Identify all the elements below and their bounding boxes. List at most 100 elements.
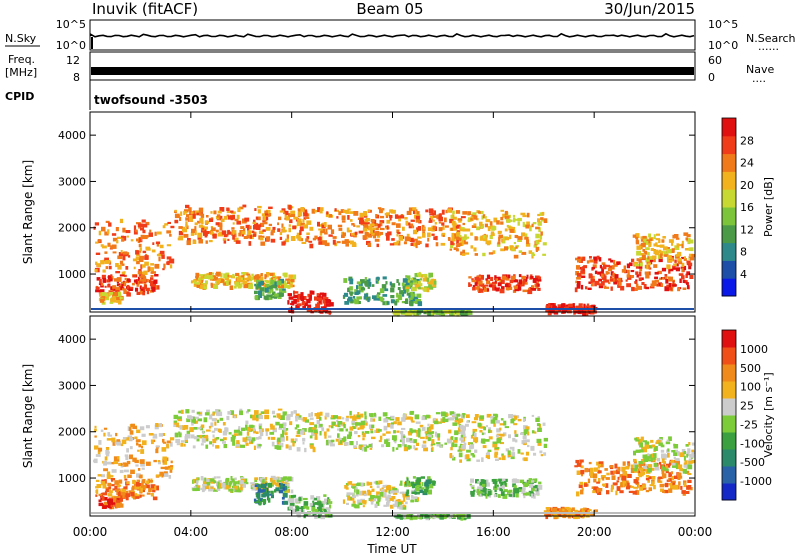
- range-cell: [169, 264, 173, 269]
- range-cell: [164, 466, 169, 470]
- range-cell: [498, 234, 503, 239]
- range-cell: [257, 488, 261, 493]
- range-cell: [590, 275, 595, 280]
- range-cell: [391, 209, 396, 214]
- range-cell: [101, 479, 105, 483]
- range-cell: [610, 286, 613, 291]
- range-cell: [406, 494, 410, 500]
- range-cell: [504, 236, 509, 241]
- range-cell: [591, 266, 596, 270]
- range-cell: [111, 437, 116, 443]
- range-cell: [455, 245, 461, 248]
- range-cell: [605, 264, 610, 268]
- range-cell: [326, 442, 329, 446]
- range-cell: [362, 432, 366, 438]
- range-cell: [637, 285, 642, 290]
- range-cell: [193, 280, 196, 285]
- range-cell: [358, 444, 364, 449]
- range-cell: [689, 275, 694, 279]
- range-cell: [103, 295, 108, 299]
- colorbar-swatch: [722, 381, 736, 399]
- range-cell: [236, 280, 242, 283]
- range-cell: [125, 266, 129, 270]
- range-cell: [471, 486, 475, 490]
- range-cell: [404, 309, 408, 313]
- range-cell: [265, 227, 271, 231]
- range-cell: [302, 509, 305, 514]
- colorbar-swatch: [722, 118, 736, 137]
- range-cell: [260, 489, 264, 493]
- range-cell: [523, 457, 528, 462]
- range-cell: [182, 228, 187, 233]
- range-cell: [383, 425, 388, 431]
- range-cell: [512, 437, 516, 442]
- range-cell: [682, 279, 686, 283]
- range-cell: [568, 306, 574, 309]
- range-cell: [523, 493, 526, 499]
- range-cell: [364, 446, 367, 452]
- range-cell: [309, 243, 314, 249]
- range-cell: [545, 310, 549, 313]
- range-cell: [381, 284, 387, 289]
- range-cell: [593, 260, 598, 264]
- range-cell: [597, 488, 603, 492]
- range-cell: [479, 481, 484, 486]
- range-cell: [681, 275, 685, 280]
- range-cell: [316, 496, 321, 501]
- range-cell: [475, 479, 479, 484]
- range-cell: [668, 488, 673, 493]
- range-cell: [500, 418, 504, 421]
- range-cell: [343, 424, 346, 429]
- range-cell: [106, 471, 111, 477]
- range-cell: [282, 483, 286, 487]
- range-cell: [407, 431, 411, 434]
- range-cell: [226, 207, 230, 211]
- range-cell: [477, 211, 481, 214]
- range-cell: [402, 504, 406, 508]
- range-cell: [347, 481, 352, 485]
- range-cell: [245, 420, 249, 425]
- range-cell: [413, 210, 417, 213]
- range-cell: [247, 409, 251, 412]
- range-cell: [497, 287, 500, 291]
- range-cell: [652, 283, 657, 286]
- range-cell: [229, 480, 233, 485]
- range-cell: [403, 242, 407, 245]
- range-cell: [597, 491, 602, 495]
- range-cell: [505, 286, 509, 291]
- range-cell: [370, 501, 374, 505]
- range-cell: [112, 499, 116, 503]
- range-cell: [264, 409, 269, 415]
- range-cell: [655, 441, 659, 444]
- range-cell: [269, 431, 275, 435]
- range-cell: [389, 209, 392, 213]
- range-cell: [368, 278, 371, 282]
- range-cell: [173, 423, 178, 427]
- range-cell: [449, 218, 454, 224]
- range-cell: [194, 278, 199, 282]
- range-cell: [531, 485, 536, 488]
- range-cell: [593, 486, 598, 491]
- range-cell: [249, 234, 252, 239]
- range-cell: [224, 427, 228, 432]
- range-cell: [238, 232, 241, 237]
- range-cell: [529, 483, 534, 488]
- range-cell: [285, 444, 289, 449]
- range-cell: [681, 240, 684, 244]
- range-cell: [258, 444, 262, 447]
- range-cell: [396, 223, 401, 228]
- range-cell: [689, 239, 694, 244]
- range-cell: [117, 492, 123, 496]
- range-cell: [324, 435, 327, 439]
- range-cell: [409, 445, 412, 449]
- range-cell: [576, 283, 581, 289]
- range-cell: [596, 255, 600, 260]
- range-cell: [210, 217, 214, 220]
- range-cell: [406, 489, 410, 494]
- range-cell: [173, 420, 178, 423]
- range-cell: [540, 219, 545, 222]
- range-cell: [421, 482, 424, 487]
- range-cell: [136, 442, 139, 446]
- range-cell: [166, 256, 172, 260]
- range-cell: [155, 448, 159, 454]
